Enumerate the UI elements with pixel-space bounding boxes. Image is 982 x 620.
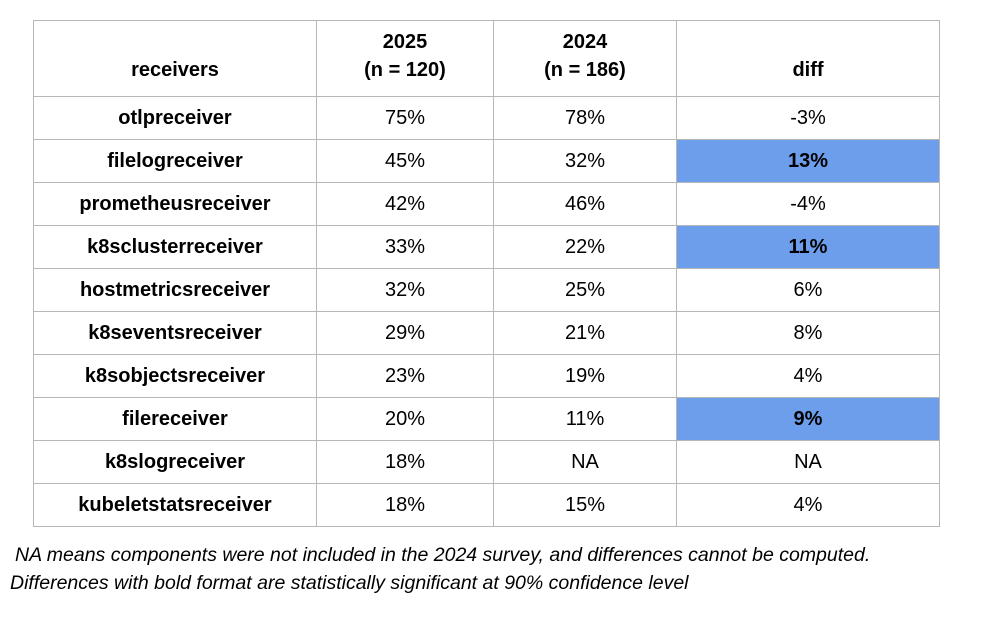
diff-value: 11% — [676, 225, 940, 269]
table-header: receivers 2025 (n = 120) 2024 (n = 186) … — [33, 20, 940, 97]
receiver-name: otlpreceiver — [33, 96, 317, 140]
diff-value: 13% — [676, 139, 940, 183]
diff-value: 4% — [676, 483, 940, 527]
value-2025: 75% — [316, 96, 494, 140]
value-2025: 29% — [316, 311, 494, 355]
table-row: filereceiver 20% 11% 9% — [33, 397, 940, 441]
value-2025: 45% — [316, 139, 494, 183]
receiver-name: k8seventsreceiver — [33, 311, 317, 355]
value-2025: 23% — [316, 354, 494, 398]
receivers-comparison-table: receivers 2025 (n = 120) 2024 (n = 186) … — [33, 20, 940, 527]
value-2025: 42% — [316, 182, 494, 226]
value-2025: 32% — [316, 268, 494, 312]
table-row: k8sclusterreceiver 33% 22% 11% — [33, 225, 940, 269]
value-2024: 78% — [493, 96, 677, 140]
receiver-name: filelogreceiver — [33, 139, 317, 183]
table-row: kubeletstatsreceiver 18% 15% 4% — [33, 483, 940, 527]
value-2025: 20% — [316, 397, 494, 441]
table-row: k8sobjectsreceiver 23% 19% 4% — [33, 354, 940, 398]
diff-value: NA — [676, 440, 940, 484]
value-2025: 33% — [316, 225, 494, 269]
value-2024: 32% — [493, 139, 677, 183]
table-row: otlpreceiver 75% 78% -3% — [33, 96, 940, 140]
column-header-receivers: receivers — [33, 20, 317, 97]
value-2024: 11% — [493, 397, 677, 441]
value-2024: 15% — [493, 483, 677, 527]
column-header-2024: 2024 (n = 186) — [493, 20, 677, 97]
table-row: prometheusreceiver 42% 46% -4% — [33, 182, 940, 226]
value-2024: 25% — [493, 268, 677, 312]
value-2024: 21% — [493, 311, 677, 355]
table-row: k8slogreceiver 18% NA NA — [33, 440, 940, 484]
receiver-name: k8sclusterreceiver — [33, 225, 317, 269]
diff-value: 4% — [676, 354, 940, 398]
footnote-na: NA means components were not included in… — [15, 544, 871, 566]
table-row: filelogreceiver 45% 32% 13% — [33, 139, 940, 183]
receiver-name: k8slogreceiver — [33, 440, 317, 484]
diff-value: -3% — [676, 96, 940, 140]
diff-value: -4% — [676, 182, 940, 226]
receiver-name: kubeletstatsreceiver — [33, 483, 317, 527]
table-row: k8seventsreceiver 29% 21% 8% — [33, 311, 940, 355]
value-2024: 22% — [493, 225, 677, 269]
diff-value: 9% — [676, 397, 940, 441]
column-header-2025: 2025 (n = 120) — [316, 20, 494, 97]
value-2024: 19% — [493, 354, 677, 398]
table-row: hostmetricsreceiver 32% 25% 6% — [33, 268, 940, 312]
table-body: otlpreceiver 75% 78% -3% filelogreceiver… — [33, 96, 940, 527]
value-2025: 18% — [316, 483, 494, 527]
receiver-name: hostmetricsreceiver — [33, 268, 317, 312]
footnotes: NA means components were not included in… — [10, 541, 870, 597]
value-2025: 18% — [316, 440, 494, 484]
column-header-diff: diff — [676, 20, 940, 97]
survey-table-container: receivers 2025 (n = 120) 2024 (n = 186) … — [33, 20, 940, 527]
diff-value: 8% — [676, 311, 940, 355]
header-row: receivers 2025 (n = 120) 2024 (n = 186) … — [33, 20, 940, 97]
value-2024: 46% — [493, 182, 677, 226]
value-2024: NA — [493, 440, 677, 484]
receiver-name: k8sobjectsreceiver — [33, 354, 317, 398]
footnote-significance: Differences with bold format are statist… — [10, 572, 689, 594]
diff-value: 6% — [676, 268, 940, 312]
receiver-name: prometheusreceiver — [33, 182, 317, 226]
receiver-name: filereceiver — [33, 397, 317, 441]
